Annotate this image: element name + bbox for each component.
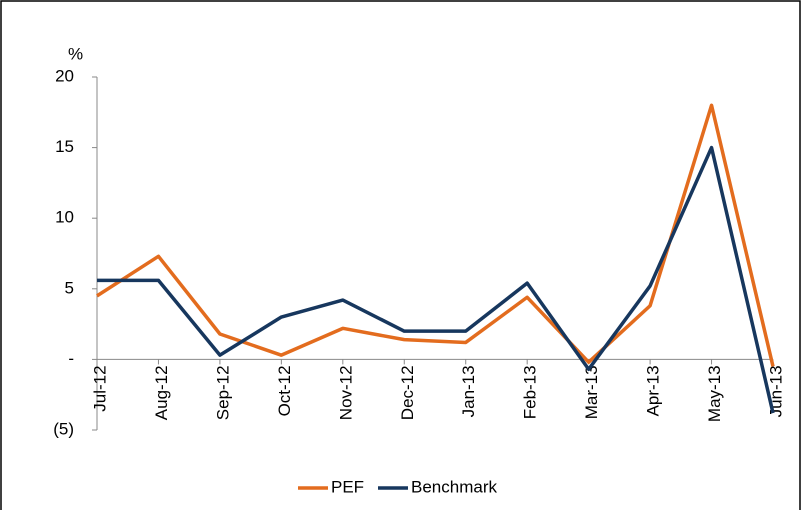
x-tick-label: Jan-13	[459, 365, 478, 417]
legend-label: Benchmark	[411, 477, 497, 496]
y-tick-label: 5	[65, 278, 74, 297]
x-tick-label: May-13	[705, 365, 724, 422]
y-tick-label: (5)	[53, 419, 74, 438]
x-tick-label: Jul-12	[90, 365, 109, 411]
series-line	[96, 103, 775, 367]
y-tick-label: -	[68, 349, 74, 368]
x-tick-label: Mar-13	[582, 365, 601, 419]
x-tick-label: Dec-12	[398, 365, 417, 420]
x-tick-label: Apr-13	[644, 365, 663, 416]
y-tick-label: 10	[55, 208, 74, 227]
x-tick-label: Oct-12	[275, 365, 294, 416]
x-tick-label: Feb-13	[521, 365, 540, 419]
y-tick-label: 20	[55, 66, 74, 85]
legend-label: PEF	[331, 477, 364, 496]
x-tick-label: Aug-12	[152, 365, 171, 420]
y-tick-label: 15	[55, 137, 74, 156]
y-axis-label: %	[68, 44, 83, 63]
x-tick-label: Sep-12	[213, 365, 232, 420]
x-tick-label: Nov-12	[336, 365, 355, 420]
series-line	[97, 145, 775, 414]
